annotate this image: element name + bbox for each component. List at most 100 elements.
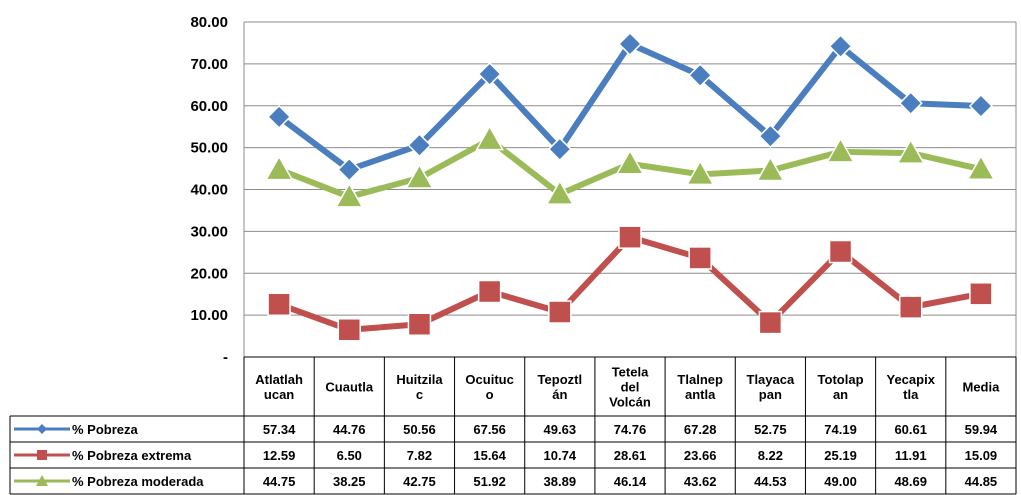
data-point	[264, 155, 294, 181]
series-1	[267, 31, 993, 182]
data-point	[407, 133, 432, 158]
data-point	[756, 156, 785, 182]
x-tick-label: o	[486, 387, 494, 402]
data-label: 60.61	[894, 422, 927, 437]
y-tick-label: 50.00	[190, 140, 228, 157]
data-label: 38.89	[544, 474, 577, 489]
data-label: 51.92	[473, 474, 506, 489]
data-label: 8.22	[758, 448, 783, 463]
x-tick-label: Atlatlah	[255, 372, 303, 387]
data-label: 25.19	[824, 448, 857, 463]
data-label: 49.63	[544, 422, 577, 437]
data-point	[267, 104, 292, 129]
legend-label: % Pobreza	[72, 422, 139, 437]
data-label: 28.61	[614, 448, 647, 463]
y-tick-label: 70.00	[190, 56, 228, 73]
data-label: 44.85	[965, 474, 998, 489]
data-point	[545, 179, 575, 205]
data-label: 44.75	[263, 474, 296, 489]
data-point	[826, 137, 855, 163]
data-label: 52.75	[754, 422, 787, 437]
data-label: 57.34	[263, 422, 296, 437]
y-tick-label: 40.00	[190, 182, 228, 199]
data-point	[896, 138, 926, 164]
data-point	[685, 159, 715, 186]
x-tick-label: Huitzila	[396, 372, 443, 387]
x-tick-label: c	[416, 387, 423, 402]
data-point	[337, 318, 362, 342]
data-label: 44.53	[754, 474, 787, 489]
data-label: 50.56	[403, 422, 436, 437]
data-point	[334, 182, 364, 208]
data-label: 74.76	[614, 422, 647, 437]
data-point	[898, 295, 923, 319]
series-3	[264, 125, 996, 208]
data-point	[969, 282, 993, 306]
series-line	[276, 234, 984, 333]
data-label: 46.14	[614, 474, 647, 489]
x-tick-label: tla	[903, 387, 919, 402]
y-tick-label: 30.00	[190, 223, 228, 240]
data-point	[828, 34, 853, 59]
data-label: 49.00	[824, 474, 857, 489]
legend-label: % Pobreza extrema	[72, 448, 192, 463]
data-label: 48.69	[894, 474, 927, 489]
legend-marker	[37, 424, 47, 434]
x-tick-label: Volcán	[609, 395, 651, 410]
data-point	[615, 149, 645, 175]
x-tick-label: Totolap	[818, 372, 864, 387]
y-tick-label: 20.00	[190, 265, 228, 282]
x-tick-label: Tetela	[612, 365, 649, 380]
y-tick-label: -	[223, 349, 228, 366]
data-point	[618, 225, 642, 249]
data-point	[267, 292, 291, 317]
data-point	[898, 91, 923, 116]
data-point	[405, 163, 434, 189]
data-point	[477, 279, 502, 304]
x-tick-label: del	[621, 380, 640, 395]
x-tick-label: án	[552, 387, 567, 402]
data-point	[547, 137, 572, 162]
data-label: 11.91	[895, 448, 927, 463]
data-label: 15.09	[965, 448, 998, 463]
series-lines	[264, 31, 996, 342]
data-label: 10.74	[544, 448, 577, 463]
x-tick-label: Ocuituc	[465, 372, 513, 387]
x-tick-label: antla	[685, 387, 716, 402]
data-label: 15.64	[473, 448, 506, 463]
data-point	[758, 124, 783, 149]
x-tick-label: Tepoztl	[538, 372, 583, 387]
y-tick-label: 80.00	[190, 14, 228, 31]
x-tick-label: an	[833, 387, 848, 402]
y-axis: - 10.00 20.00 30.00 40.00 50.00 60.00 70.00 80.0…	[190, 14, 1017, 366]
data-point	[828, 239, 853, 264]
data-label: 67.28	[684, 422, 717, 437]
data-label: 44.76	[333, 422, 366, 437]
data-point	[968, 93, 993, 119]
data-label: 67.56	[473, 422, 506, 437]
data-label: 6.50	[337, 448, 362, 463]
x-tick-label: Tlayaca	[747, 372, 795, 387]
data-label: 74.19	[824, 422, 857, 437]
x-tick-label: Tlalnep	[677, 372, 723, 387]
x-tick-label: Cuautla	[325, 380, 373, 395]
x-tick-label: ucan	[264, 387, 294, 402]
legend-label: % Pobreza moderada	[72, 474, 204, 489]
data-point	[966, 154, 996, 180]
x-tick-label: Yecapix	[887, 372, 936, 387]
legend-marker	[36, 475, 48, 486]
legend-marker	[37, 450, 47, 460]
data-point	[337, 157, 362, 182]
data-point	[758, 310, 783, 335]
data-point	[688, 63, 713, 88]
data-point	[688, 246, 712, 270]
x-tick-label: Media	[962, 380, 1000, 395]
y-tick-label: 10.00	[190, 307, 228, 324]
data-label: 23.66	[684, 448, 717, 463]
data-label: 12.59	[263, 448, 296, 463]
data-label: 59.94	[965, 422, 998, 437]
data-point	[475, 125, 504, 151]
data-label: 38.25	[333, 474, 366, 489]
data-label: 42.75	[403, 474, 436, 489]
